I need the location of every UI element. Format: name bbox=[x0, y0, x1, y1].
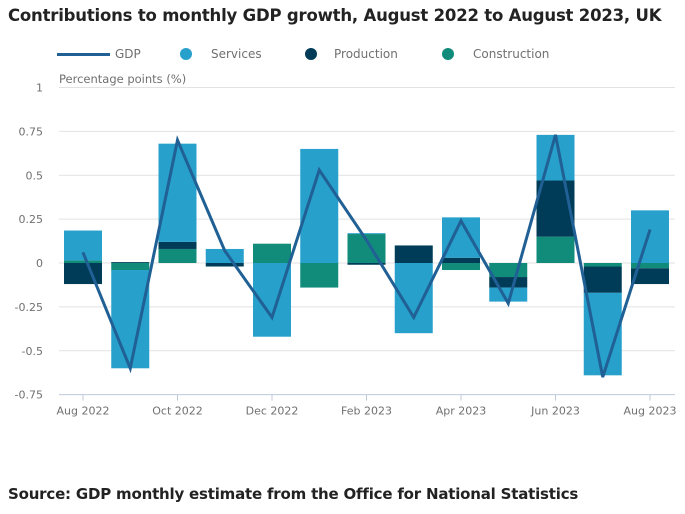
x-tick-label: Jun 2023 bbox=[530, 405, 580, 418]
x-tick-label: Aug 2022 bbox=[57, 405, 110, 418]
x-tick-label: Apr 2023 bbox=[436, 405, 487, 418]
legend-item-construction[interactable]: Construction bbox=[442, 44, 549, 64]
bar-construction bbox=[111, 263, 150, 271]
chart-title: Contributions to monthly GDP growth, Aug… bbox=[8, 6, 662, 25]
bar-construction bbox=[64, 260, 102, 263]
y-tick-label: 0.5 bbox=[26, 169, 44, 182]
gdp-point bbox=[413, 316, 415, 318]
y-axis-unit-label: Percentage points (%) bbox=[59, 72, 187, 86]
dot-icon bbox=[180, 48, 192, 60]
bar-construction bbox=[631, 263, 669, 269]
gdp-point bbox=[129, 367, 131, 369]
gdp-point bbox=[318, 169, 320, 171]
bar-construction bbox=[300, 263, 339, 288]
gdp-point bbox=[555, 134, 556, 136]
source-note: Source: GDP monthly estimate from the Of… bbox=[8, 485, 579, 503]
y-tick-label: 1 bbox=[36, 82, 43, 95]
bar-production bbox=[536, 180, 575, 237]
legend-label: GDP bbox=[115, 47, 141, 61]
legend-label: Construction bbox=[473, 47, 550, 61]
dot-icon bbox=[442, 48, 454, 60]
line-icon bbox=[57, 52, 110, 56]
dot-icon bbox=[305, 48, 317, 60]
bar-services bbox=[489, 287, 528, 302]
bar-production bbox=[347, 263, 386, 265]
bar-services bbox=[631, 210, 669, 263]
legend-label: Services bbox=[211, 47, 262, 61]
bar-production bbox=[394, 245, 433, 263]
bar-services bbox=[300, 148, 339, 263]
y-tick-label: 0.75 bbox=[19, 125, 44, 138]
legend-label: Production bbox=[334, 47, 398, 61]
bar-production bbox=[583, 266, 622, 293]
y-tick-label: 0 bbox=[36, 257, 43, 270]
bar-services bbox=[205, 248, 244, 263]
x-tick-label: Oct 2022 bbox=[152, 405, 203, 418]
legend-item-production[interactable]: Production bbox=[305, 44, 398, 64]
legend-item-services[interactable]: Services bbox=[180, 44, 262, 64]
gdp-point bbox=[602, 376, 604, 378]
gdp-point bbox=[82, 251, 84, 253]
chart-plot: 1 0.75 0.5 0.25 0 -0.25 -0.5 -0.75 Aug 2022 Oct 2… bbox=[15, 82, 677, 418]
bar-services bbox=[111, 270, 150, 369]
bar-production bbox=[158, 241, 197, 249]
gdp-point bbox=[649, 229, 651, 231]
bar-construction bbox=[442, 263, 480, 271]
bar-services bbox=[158, 143, 197, 242]
y-tick-label: -0.5 bbox=[22, 345, 43, 358]
bar-construction bbox=[253, 243, 291, 263]
gdp-point bbox=[271, 316, 273, 318]
bar-production bbox=[442, 257, 480, 263]
bar-production bbox=[111, 262, 150, 263]
x-tick-label: Dec 2022 bbox=[246, 405, 299, 418]
y-tick-label: -0.75 bbox=[15, 389, 43, 402]
gdp-point bbox=[507, 302, 509, 304]
bar-construction bbox=[583, 263, 622, 267]
bar-construction bbox=[536, 236, 575, 263]
gdp-point bbox=[460, 220, 462, 222]
legend-item-gdp[interactable]: GDP bbox=[57, 44, 141, 64]
x-tick-label: Feb 2023 bbox=[341, 405, 392, 418]
bar-construction bbox=[489, 263, 528, 278]
bar-services bbox=[347, 233, 386, 235]
gdp-point bbox=[224, 250, 226, 252]
bar-production bbox=[489, 277, 528, 288]
legend: GDP Services Production Construction bbox=[0, 44, 685, 64]
bar-production bbox=[631, 268, 669, 285]
gdp-point bbox=[177, 139, 178, 141]
y-tick-label: -0.25 bbox=[15, 301, 43, 314]
x-tick-label: Aug 2023 bbox=[624, 405, 677, 418]
bar-production bbox=[205, 263, 244, 267]
gdp-point bbox=[366, 239, 367, 241]
bar-production bbox=[64, 263, 102, 285]
bar-construction bbox=[158, 248, 197, 263]
y-tick-label: 0.25 bbox=[19, 213, 44, 226]
